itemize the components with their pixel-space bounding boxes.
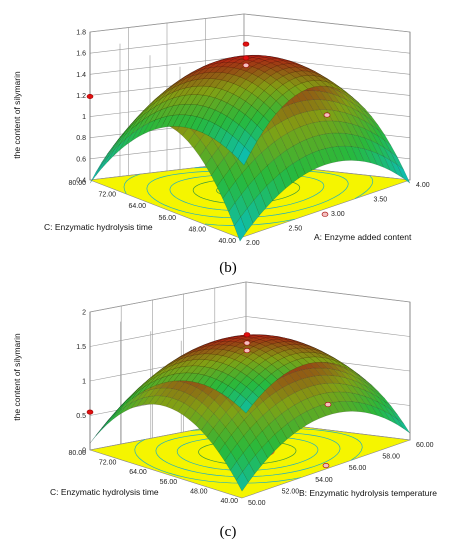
panel-c-design-points <box>86 332 332 469</box>
z-tick-label: 1.5 <box>76 344 86 351</box>
panel-b-z-axis-label: the content of silymarin <box>12 71 22 159</box>
y-tick-label: 64.00 <box>129 469 147 476</box>
design-point <box>242 41 250 47</box>
z-tick-label: 1.2 <box>76 93 86 100</box>
design-point <box>324 401 332 407</box>
y-tick-label: 48.00 <box>190 488 208 495</box>
panel-b-y-axis-label: C: Enzymatic hydrolysis time <box>44 222 153 232</box>
panel-b-x-axis-label: A: Enzyme added content <box>314 232 412 242</box>
x-tick-label: 60.00 <box>416 442 434 449</box>
y-tick-label: 40.00 <box>218 238 236 245</box>
panel-c-y-axis-label: C: Enzymatic hydrolysis time <box>50 487 159 497</box>
surface-cell <box>237 146 251 166</box>
panel-b-ticks: 2.00 2.50 3.00 3.50 4.00 40.00 48.00 56.00 64.00… <box>68 30 429 248</box>
z-tick-label: 1 <box>82 379 86 386</box>
panel-c-ticks: 50.00 52.00 54.00 56.00 58.00 60.00 40.00 48.00… <box>68 310 433 508</box>
x-tick-label: 56.00 <box>349 465 367 472</box>
x-tick-label: 52.00 <box>282 488 300 495</box>
y-tick-label: 72.00 <box>99 460 117 467</box>
z-tick-label: 1.6 <box>76 51 86 58</box>
x-tick-label: 3.50 <box>374 197 388 204</box>
z-tick-label: 1.4 <box>76 72 86 79</box>
x-tick-label: 2.50 <box>289 226 303 233</box>
x-tick-label: 2.00 <box>246 240 260 247</box>
x-tick-label: 58.00 <box>382 454 400 461</box>
panel-b-design-points <box>86 41 331 217</box>
design-point <box>86 94 94 100</box>
design-point <box>86 409 94 415</box>
x-tick-label: 54.00 <box>315 477 333 484</box>
floor-contour <box>324 430 363 461</box>
design-point <box>242 55 250 61</box>
z-tick-label: 2 <box>82 310 86 317</box>
panel-c-surface <box>89 334 411 492</box>
surface-cell <box>239 399 253 414</box>
y-tick-label: 48.00 <box>188 226 206 233</box>
design-point <box>243 340 251 346</box>
panel-c-x-axis-label: B: Enzymatic hydrolysis temperature <box>299 488 437 498</box>
panel-c-caption: (c) <box>220 524 237 540</box>
z-tick-label: 1 <box>82 114 86 121</box>
design-point <box>242 62 250 68</box>
y-tick-label: 40.00 <box>220 498 238 505</box>
y-tick-label: 80.00 <box>68 180 86 187</box>
z-tick-label: 0.4 <box>76 178 86 185</box>
z-tick-label: 0 <box>82 448 86 455</box>
panel-b: 2.00 2.50 3.00 3.50 4.00 40.00 48.00 56.00 64.00… <box>12 13 430 276</box>
design-point <box>243 348 251 354</box>
design-point <box>243 332 251 338</box>
design-point <box>321 211 329 217</box>
panel-c: 50.00 52.00 54.00 56.00 58.00 60.00 40.00 48.00… <box>12 281 437 540</box>
panel-b-surface <box>89 55 411 242</box>
x-tick-label: 4.00 <box>416 182 430 189</box>
z-tick-label: 0.8 <box>76 135 86 142</box>
x-tick-label: 50.00 <box>248 500 266 507</box>
panel-c-z-axis-label: the content of silymarin <box>12 333 22 421</box>
floor-contour <box>123 173 140 194</box>
y-tick-label: 56.00 <box>160 479 178 486</box>
y-tick-label: 72.00 <box>98 192 116 199</box>
floor-contour <box>354 175 374 200</box>
design-point <box>322 463 330 469</box>
design-point <box>323 112 331 118</box>
y-tick-label: 56.00 <box>158 215 176 222</box>
z-tick-label: 1.8 <box>76 30 86 37</box>
floor-contour <box>134 439 302 484</box>
y-tick-label: 80.00 <box>68 450 86 457</box>
y-tick-label: 64.00 <box>128 203 146 210</box>
z-tick-label: 0.6 <box>76 156 86 163</box>
z-tick-label: 0.5 <box>76 413 86 420</box>
panel-b-caption: (b) <box>219 260 237 276</box>
x-tick-label: 3.00 <box>331 211 345 218</box>
